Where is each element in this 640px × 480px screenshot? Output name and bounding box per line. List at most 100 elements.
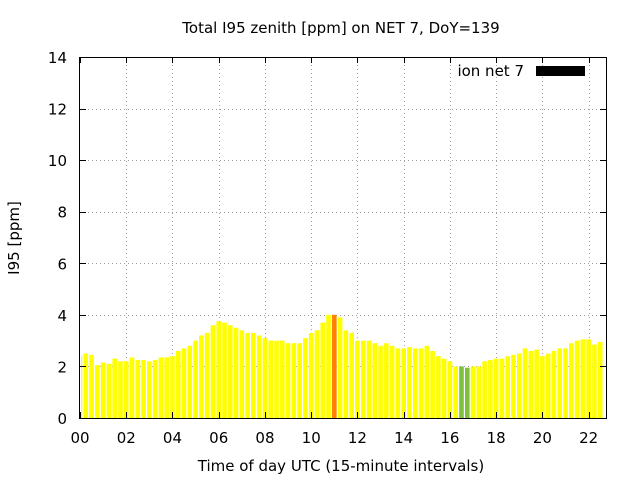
bars-group (81, 314, 603, 418)
bar (227, 325, 233, 418)
bar (378, 345, 383, 418)
bar (563, 348, 568, 418)
bar (384, 343, 389, 418)
bar (534, 349, 539, 418)
bar (95, 365, 100, 418)
bar (407, 347, 412, 418)
bar (412, 348, 418, 418)
bar (424, 345, 430, 418)
bar (100, 362, 106, 418)
bar (337, 317, 343, 418)
bar (470, 366, 476, 418)
x-tick-label: 16 (440, 429, 459, 447)
y-tick-labels: 0 2 4 6 8 10 12 14 (48, 49, 67, 428)
x-tick-label: 00 (70, 429, 89, 447)
bar (545, 353, 551, 418)
bar (522, 348, 528, 418)
bar (118, 361, 123, 418)
y-tick-label: 6 (57, 255, 67, 273)
chart-title: Total I95 zenith [ppm] on NET 7, DoY=139 (181, 19, 499, 37)
x-tick-label: 12 (348, 429, 367, 447)
bar (482, 361, 487, 418)
bar (372, 343, 378, 418)
bar (112, 358, 117, 418)
bar (464, 367, 470, 418)
legend-label: ion net 7 (457, 62, 524, 80)
tick-marks (80, 57, 606, 419)
legend-swatch (536, 66, 585, 76)
bar (557, 348, 563, 418)
bar (436, 356, 441, 418)
x-tick-label: 04 (163, 429, 182, 447)
x-tick-labels: 00 02 04 06 08 10 12 14 16 18 20 22 (70, 429, 598, 447)
y-axis-label: I95 [ppm] (5, 201, 23, 275)
x-tick-label: 14 (394, 429, 413, 447)
bar (360, 340, 366, 418)
bar (320, 322, 326, 418)
bar (222, 322, 227, 418)
bar (441, 358, 447, 418)
bar (187, 345, 193, 418)
bar (274, 340, 279, 418)
bar (430, 350, 435, 418)
bar (418, 348, 424, 418)
bar (332, 314, 337, 418)
bar (528, 350, 534, 418)
bar (129, 357, 135, 418)
bar (488, 359, 493, 418)
bar (343, 330, 349, 418)
bar (303, 338, 308, 418)
bar (216, 321, 222, 418)
bar (314, 330, 320, 418)
bar (389, 345, 395, 418)
bar (540, 356, 545, 418)
bar (586, 339, 591, 418)
x-tick-label: 18 (487, 429, 506, 447)
bar (349, 332, 354, 418)
bar (326, 314, 331, 418)
bar (239, 330, 245, 418)
bar (366, 340, 372, 418)
bar (580, 339, 586, 418)
bar (204, 332, 210, 418)
y-tick-label: 10 (48, 152, 67, 170)
bar (499, 358, 505, 418)
bar (81, 356, 83, 418)
bar (291, 343, 297, 418)
bar (123, 361, 129, 418)
bar (511, 354, 516, 418)
bar (181, 348, 187, 418)
bar (268, 340, 274, 418)
bar (164, 357, 170, 418)
bar (574, 340, 580, 418)
bar (459, 366, 464, 418)
bar (279, 340, 285, 418)
bar (193, 340, 198, 418)
bar (135, 359, 141, 418)
bar (453, 366, 459, 418)
bar (256, 335, 262, 418)
x-tick-label: 22 (579, 429, 598, 447)
bar (447, 361, 453, 418)
bar (175, 350, 181, 418)
y-tick-label: 4 (57, 307, 67, 325)
y-tick-label: 2 (57, 358, 67, 376)
bar (233, 327, 239, 418)
bar (141, 359, 146, 418)
bar (516, 353, 522, 418)
bar (152, 359, 158, 418)
x-tick-label: 20 (533, 429, 552, 447)
bar (401, 348, 407, 418)
x-tick-label: 10 (302, 429, 321, 447)
bar (245, 332, 250, 418)
bar (476, 366, 482, 418)
bar (285, 343, 291, 418)
y-tick-label: 0 (57, 410, 67, 428)
bar (308, 332, 314, 418)
bar (147, 361, 152, 418)
bar (210, 325, 216, 418)
bar (592, 344, 597, 418)
bar (569, 343, 574, 418)
bar (170, 356, 175, 418)
